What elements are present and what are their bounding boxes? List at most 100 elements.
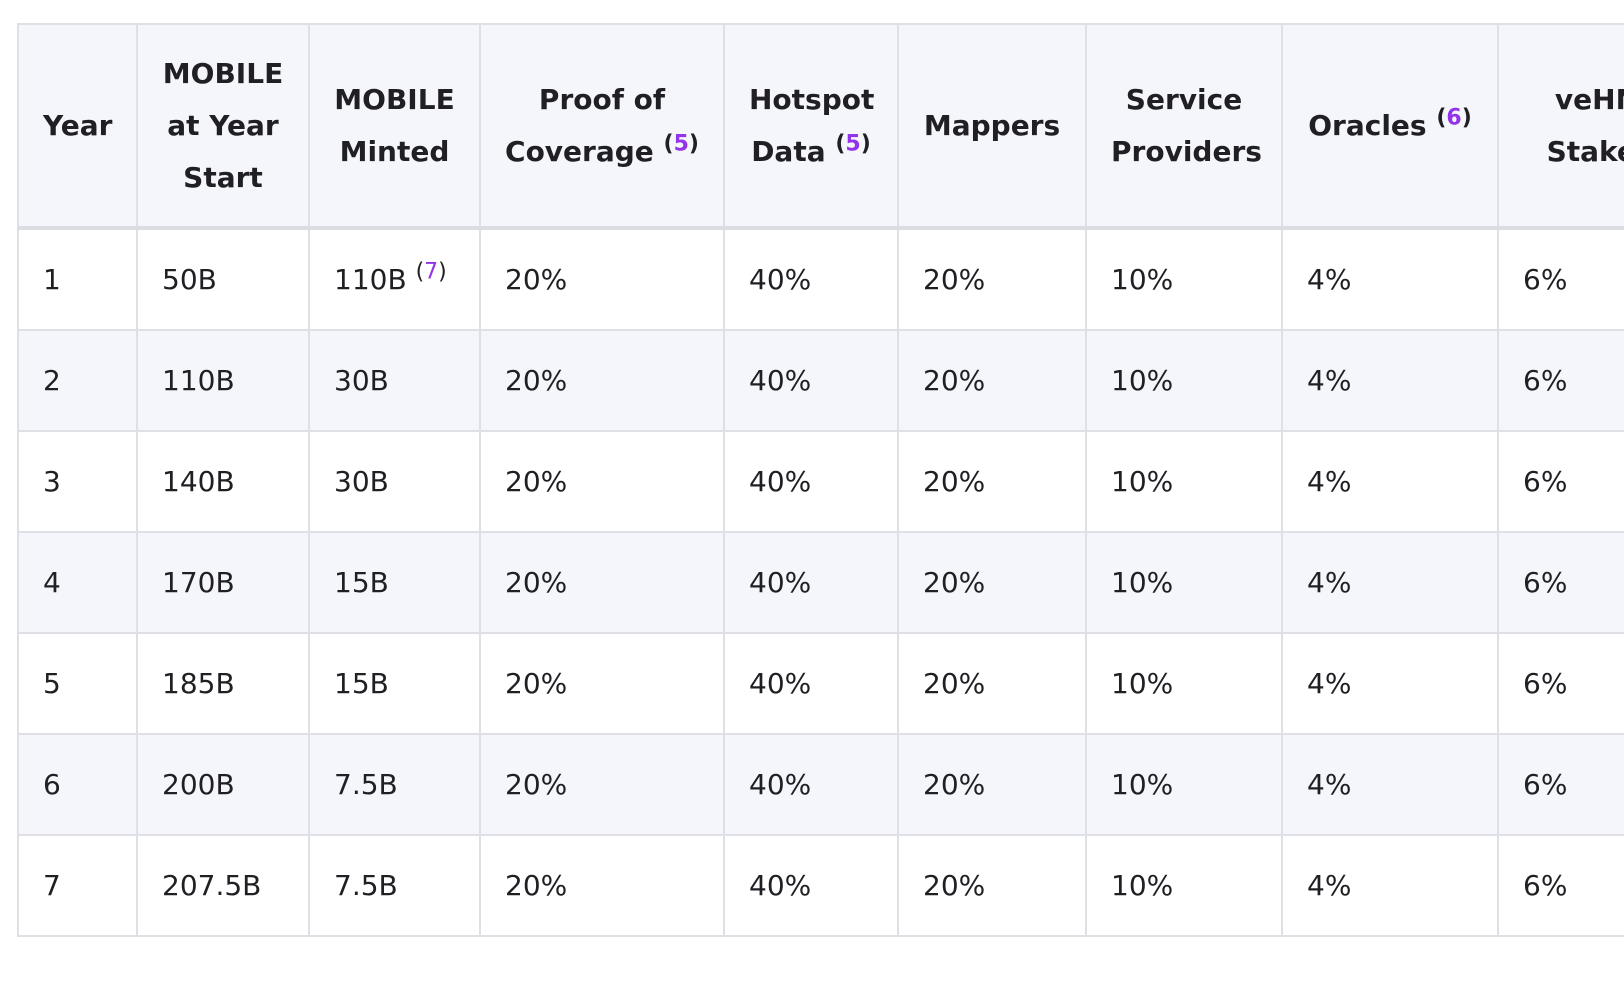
cell-text: 5 (43, 667, 61, 700)
table-cell: 4% (1281, 531, 1499, 634)
table-cell: 4 (17, 531, 138, 634)
footnote-ref: (5) (664, 131, 699, 156)
cell-text: 207.5B (162, 869, 262, 902)
cell-text: 7 (43, 869, 61, 902)
cell-text: 10% (1111, 667, 1174, 700)
footnote-ref: (6) (1436, 105, 1471, 130)
cell-text: Proof of Coverage (505, 82, 666, 168)
table-cell: 7.5B (308, 733, 481, 836)
cell-text: 6% (1523, 566, 1568, 599)
cell-text: 20% (923, 667, 986, 700)
table-cell: 4% (1281, 430, 1499, 533)
table-row: 7 207.5B 7.5B 20% 40% 20% 10% 4% 6% (17, 834, 1624, 937)
cell-text: MOBILE at Year Start (162, 56, 284, 194)
ref-number: 5 (845, 131, 861, 157)
cell-text: Hotspot Data (749, 82, 875, 168)
cell-text: 6% (1523, 768, 1568, 801)
table-cell: 10% (1085, 632, 1283, 735)
table-cell: 20% (897, 834, 1087, 937)
cell-text: 40% (749, 364, 812, 397)
header-cell: Proof of Coverage (5) (479, 23, 725, 230)
cell-text: 40% (749, 566, 812, 599)
table-cell: 6% (1497, 733, 1624, 836)
table-cell: 10% (1085, 733, 1283, 836)
table-cell: 7 (17, 834, 138, 937)
table-cell: 30B (308, 329, 481, 432)
table-cell: 110B (7) (308, 227, 481, 331)
table-row: 6 200B 7.5B 20% 40% 20% 10% 4% 6% (17, 733, 1624, 836)
table-cell: 10% (1085, 430, 1283, 533)
cell-text: 50B (162, 263, 217, 296)
table-cell: 5 (17, 632, 138, 735)
cell-text: Oracles (1308, 108, 1427, 142)
cell-text: 40% (749, 263, 812, 296)
header-cell: Year (17, 23, 138, 230)
table-cell: 2 (17, 329, 138, 432)
footnote-ref: (7) (416, 260, 447, 285)
cell-text: 200B (162, 768, 235, 801)
table-cell: 200B (136, 733, 310, 836)
cell-text: Mappers (923, 108, 1061, 142)
cell-text: 15B (334, 566, 389, 599)
table-cell: 40% (723, 834, 899, 937)
cell-text: 20% (505, 263, 568, 296)
ref-close: ) (688, 131, 699, 157)
cell-text: 110B (334, 263, 407, 296)
table-cell: 40% (723, 227, 899, 331)
cell-text: 1 (43, 263, 61, 296)
footnote-ref: (5) (835, 131, 870, 156)
cell-text: 40% (749, 667, 812, 700)
table-cell: 20% (479, 632, 725, 735)
table-cell: 20% (479, 733, 725, 836)
cell-text: 20% (505, 768, 568, 801)
table-row: 2 110B 30B 20% 40% 20% 10% 4% 6% (17, 329, 1624, 432)
cell-text: 4 (43, 566, 61, 599)
cell-text: 4% (1307, 869, 1352, 902)
ref-number: 7 (424, 259, 439, 285)
table-cell: 110B (136, 329, 310, 432)
table-row: 1 50B 110B (7) 20% 40% 20% 10% 4% 6% (17, 227, 1624, 331)
ref-close: ) (1461, 105, 1472, 131)
cell-text: 185B (162, 667, 235, 700)
cell-text: 30B (334, 364, 389, 397)
table-cell: 140B (136, 430, 310, 533)
table-cell: 20% (479, 531, 725, 634)
table-cell: 207.5B (136, 834, 310, 937)
table-cell: 4% (1281, 329, 1499, 432)
data-table: Year MOBILE at Year Start MOBILE Minted Pro… (17, 23, 1624, 937)
table-cell: 170B (136, 531, 310, 634)
table-cell: 20% (897, 430, 1087, 533)
header-cell: Service Providers (1085, 23, 1283, 230)
table-cell: 20% (897, 632, 1087, 735)
table-cell: 40% (723, 531, 899, 634)
header-cell: veHNT Stakers (1497, 23, 1624, 230)
header-cell: Oracles (6) (1281, 23, 1499, 230)
cell-text: 20% (505, 869, 568, 902)
cell-text: 20% (923, 566, 986, 599)
ref-close: ) (438, 259, 447, 285)
cell-text: 10% (1111, 768, 1174, 801)
cell-text: 10% (1111, 364, 1174, 397)
cell-text: 10% (1111, 263, 1174, 296)
cell-text: 170B (162, 566, 235, 599)
cell-text: 4% (1307, 364, 1352, 397)
cell-text: 4% (1307, 566, 1352, 599)
table-row: 3 140B 30B 20% 40% 20% 10% 4% 6% (17, 430, 1624, 533)
cell-text: 10% (1111, 869, 1174, 902)
header-cell: Mappers (897, 23, 1087, 230)
table-cell: 4% (1281, 632, 1499, 735)
cell-text: 6% (1523, 465, 1568, 498)
table-cell: 40% (723, 430, 899, 533)
cell-text: 15B (334, 667, 389, 700)
cell-text: 6 (43, 768, 61, 801)
table-cell: 6% (1497, 531, 1624, 634)
table-cell: 20% (479, 329, 725, 432)
cell-text: 4% (1307, 768, 1352, 801)
table-cell: 6% (1497, 430, 1624, 533)
table-cell: 185B (136, 632, 310, 735)
cell-text: 40% (749, 768, 812, 801)
table-cell: 20% (479, 227, 725, 331)
table-cell: 20% (479, 834, 725, 937)
cell-text: 6% (1523, 263, 1568, 296)
